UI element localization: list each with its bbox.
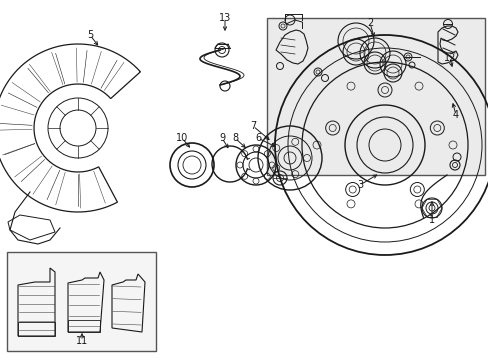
Text: 13: 13 [219,13,231,23]
Bar [266,18,484,175]
Text: 8: 8 [231,133,238,143]
Text: 5: 5 [87,30,93,40]
Text: 12: 12 [443,53,455,63]
Text: 3: 3 [356,180,362,190]
Text: 1: 1 [428,215,434,225]
Text: 2: 2 [366,18,372,28]
Text: 7: 7 [249,121,256,131]
Bar [7,252,156,351]
Text: 11: 11 [76,336,88,346]
Text: 4: 4 [452,110,458,120]
Text: 6: 6 [254,133,261,143]
Text: 9: 9 [219,133,224,143]
Text: 10: 10 [176,133,188,143]
